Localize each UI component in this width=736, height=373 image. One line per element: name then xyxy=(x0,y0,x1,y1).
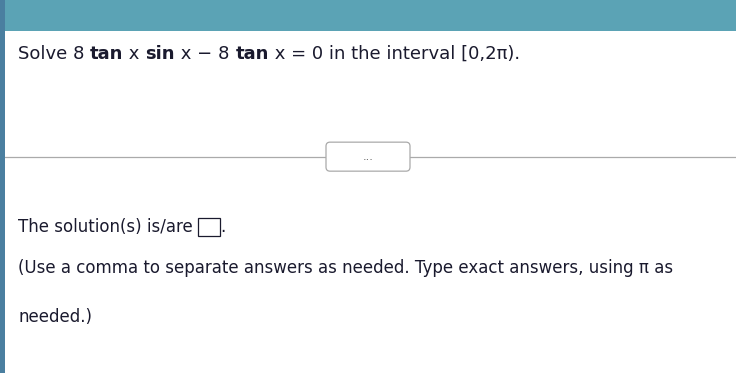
FancyBboxPatch shape xyxy=(326,142,410,171)
Text: sin: sin xyxy=(146,45,175,63)
Bar xyxy=(0,0,5,373)
Text: tan: tan xyxy=(90,45,124,63)
Bar xyxy=(0,0,736,31)
Bar xyxy=(198,218,220,236)
Text: x = 0 in the interval [0,2π).: x = 0 in the interval [0,2π). xyxy=(269,45,520,63)
Text: x − 8: x − 8 xyxy=(175,45,236,63)
Text: .: . xyxy=(220,218,225,236)
Text: The solution(s) is/are: The solution(s) is/are xyxy=(18,218,198,236)
Text: tan: tan xyxy=(236,45,269,63)
Text: needed.): needed.) xyxy=(18,308,92,326)
Text: ...: ... xyxy=(363,152,373,162)
Text: Solve 8: Solve 8 xyxy=(18,45,90,63)
Text: (Use a comma to separate answers as needed. Type exact answers, using π as: (Use a comma to separate answers as need… xyxy=(18,259,673,277)
Text: x: x xyxy=(124,45,146,63)
